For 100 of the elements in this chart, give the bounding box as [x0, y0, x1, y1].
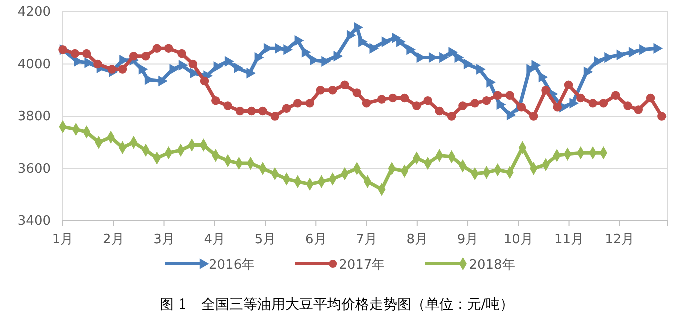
point [470, 99, 480, 108]
point [388, 94, 398, 103]
point [594, 56, 604, 68]
point [214, 61, 224, 72]
point [447, 112, 456, 121]
point [658, 112, 666, 121]
point [378, 95, 386, 104]
point [440, 52, 449, 64]
point [599, 99, 608, 108]
point [634, 106, 644, 114]
legend-label: 2016年 [209, 258, 256, 273]
point [362, 99, 372, 108]
point [158, 76, 168, 87]
legend-label: 2017年 [339, 258, 386, 273]
point [370, 43, 380, 54]
point [234, 62, 244, 74]
point [454, 52, 464, 64]
point [188, 60, 198, 69]
point [624, 102, 632, 110]
x-tick-label: 4月 [204, 232, 226, 248]
point [306, 99, 314, 108]
point [424, 96, 432, 106]
point [200, 76, 210, 86]
point [84, 58, 94, 68]
point [328, 86, 338, 95]
point [506, 110, 516, 121]
legend-label: 2018年 [469, 258, 516, 273]
x-tick-label: 3月 [154, 232, 175, 248]
point [564, 80, 574, 90]
point [346, 30, 356, 41]
y-tick-label: 3800 [18, 110, 51, 125]
point [246, 68, 256, 79]
y-tick-label: 3600 [18, 162, 51, 177]
point [482, 96, 492, 106]
point [130, 52, 138, 61]
point [258, 106, 268, 116]
point [352, 88, 362, 98]
point [506, 91, 514, 100]
point [486, 77, 496, 88]
x-tick-label: 8月 [406, 232, 428, 248]
point [584, 66, 594, 78]
point [412, 102, 422, 110]
point [322, 56, 331, 68]
y-tick-label: 4000 [18, 57, 51, 72]
point [628, 47, 638, 58]
point [358, 36, 368, 48]
point [270, 112, 280, 121]
point [170, 64, 180, 75]
point [354, 22, 364, 34]
point [464, 58, 474, 70]
point [576, 94, 586, 103]
text: 图 1 全国三等油用大豆平均价格走势图（单位：元/吨） [160, 297, 514, 313]
point [588, 99, 598, 108]
point [553, 102, 562, 112]
point [570, 98, 580, 109]
point [448, 47, 458, 58]
x-tick-label: 6月 [305, 232, 327, 248]
point [142, 52, 150, 61]
point [224, 102, 232, 110]
point [604, 52, 614, 64]
point [435, 106, 444, 116]
point [284, 44, 293, 56]
point [224, 56, 234, 68]
point [611, 91, 620, 100]
x-tick-label: 12月 [605, 232, 635, 248]
x-tick-label: 5月 [254, 232, 276, 248]
point [529, 112, 538, 121]
point [247, 106, 256, 116]
x-tick-label: 2月 [102, 232, 124, 248]
point [494, 91, 502, 100]
point [458, 102, 468, 110]
point [406, 44, 416, 56]
point [70, 49, 80, 58]
point [302, 47, 312, 58]
point [236, 106, 245, 116]
point [82, 49, 92, 58]
point [178, 60, 188, 71]
x-tick-label: 7月 [356, 232, 378, 248]
point [164, 44, 174, 53]
point [138, 64, 148, 75]
point [382, 36, 392, 48]
point [108, 65, 116, 74]
point [654, 43, 664, 54]
point [646, 94, 656, 103]
point [152, 44, 162, 53]
y-tick-label: 4200 [18, 5, 51, 20]
point [542, 86, 550, 95]
point [212, 96, 220, 106]
point [282, 104, 292, 114]
point [334, 51, 344, 62]
x-tick-label: 9月 [457, 232, 479, 248]
point [476, 64, 486, 75]
x-tick-label: 10月 [504, 232, 534, 248]
point [178, 49, 186, 58]
point [340, 80, 350, 90]
point [316, 86, 326, 95]
point [400, 94, 410, 103]
x-tick-label: 11月 [554, 232, 584, 248]
point [118, 65, 128, 74]
y-tick-label: 3400 [18, 214, 51, 230]
